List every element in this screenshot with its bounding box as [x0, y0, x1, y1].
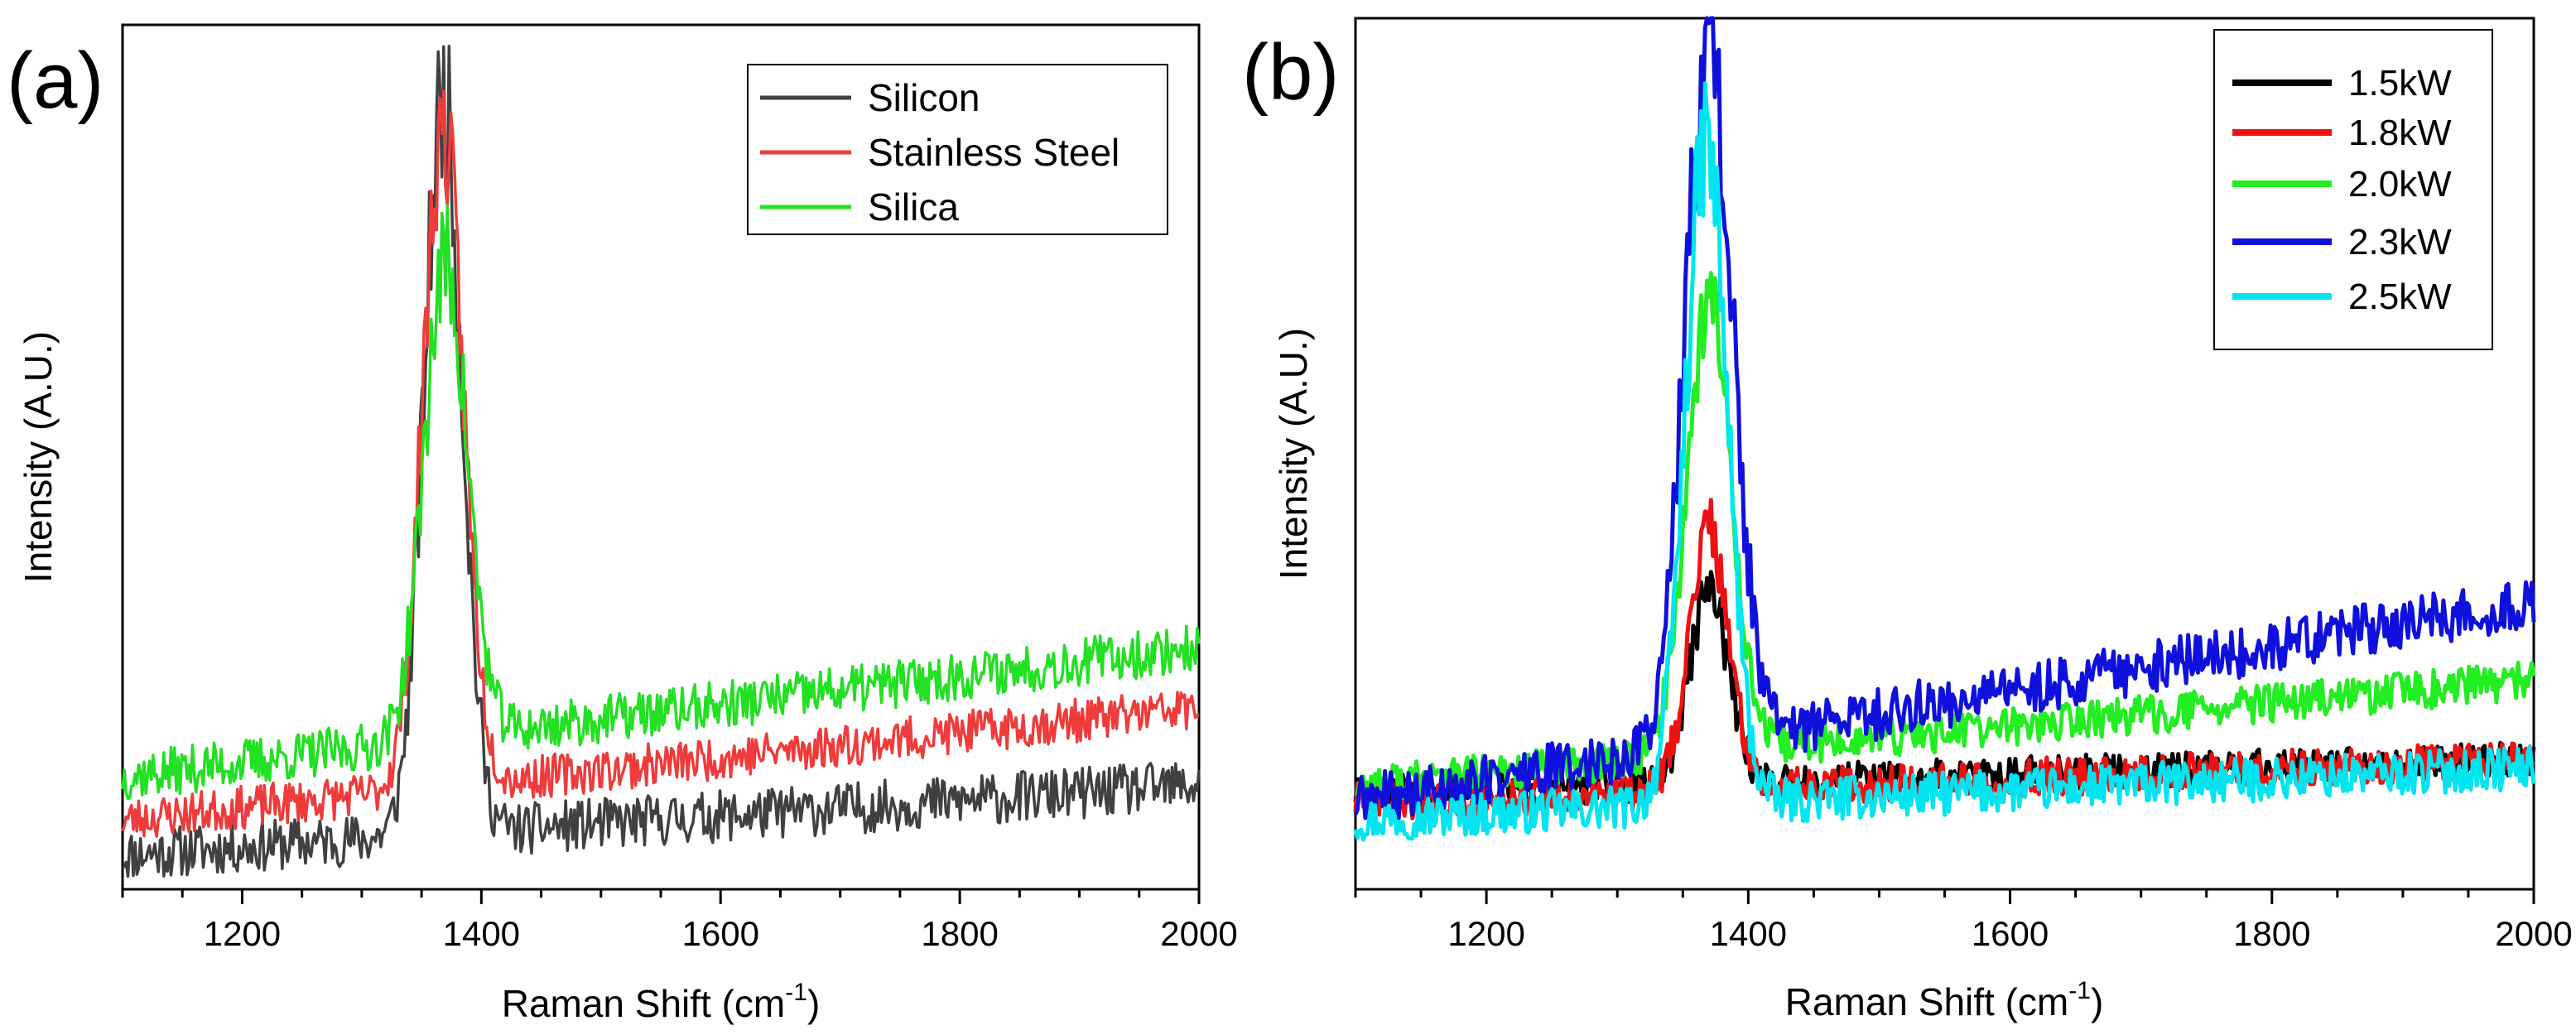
x-tick-label: 1400 [443, 914, 520, 953]
legend-label-silica: Silica [868, 185, 959, 229]
panel-a: (a) 1200 1400 1600 1800 2000 Intensity (A.U.… [7, 23, 1238, 1025]
series-line-stainless-steel [121, 89, 1200, 838]
panel-b-series-group [1353, 16, 2536, 842]
series-line-2-3kw [1353, 16, 2536, 822]
x-tick-label: 2000 [1160, 914, 1237, 953]
panel-b-ticks: 1200 1400 1600 1800 2000 [1354, 889, 2573, 953]
x-tick-label: 1400 [1710, 914, 1787, 953]
legend-label-2-0kw: 2.0kW [2348, 164, 2452, 205]
legend-label-2-3kw: 2.3kW [2348, 222, 2452, 262]
panel-b-xlabel: Raman Shift (cm-1) [1785, 977, 2104, 1023]
series-line-silicon [121, 44, 1201, 879]
legend-label-1-8kw: 1.8kW [2348, 113, 2452, 153]
panel-a-ticks: 1200 1400 1600 1800 2000 [121, 889, 1238, 953]
panel-a-series-group [121, 44, 1201, 879]
legend-label-1-5kw: 1.5kW [2348, 63, 2452, 104]
legend-label-stainless-steel: Stainless Steel [868, 131, 1119, 174]
x-tick-label: 1800 [2233, 914, 2310, 953]
x-tick-label: 2000 [2495, 914, 2572, 953]
panel-a-label: (a) [7, 36, 104, 125]
legend-label-silicon: Silicon [868, 76, 980, 119]
panel-b-label: (b) [1242, 28, 1339, 117]
x-tick-label: 1200 [204, 914, 281, 953]
panel-b-ylabel: Intensity (A.U.) [1272, 328, 1315, 580]
series-line-silica [121, 204, 1201, 801]
panel-a-xlabel: Raman Shift (cm-1) [502, 979, 821, 1025]
panel-a-legend: Silicon Stainless Steel Silica [747, 64, 1168, 235]
panel-b-legend: 1.5kW 1.8kW 2.0kW 2.3kW 2.5kW [2213, 29, 2493, 350]
legend-label-2-5kw: 2.5kW [2348, 277, 2452, 317]
x-tick-label: 1800 [921, 914, 998, 953]
x-tick-label: 1600 [1972, 914, 2049, 953]
x-tick-label: 1200 [1447, 914, 1524, 953]
panel-b: (b) 1200 1400 1600 1800 2000 Intensity (A.U.… [1242, 16, 2573, 1023]
panel-a-ylabel: Intensity (A.U.) [17, 331, 60, 583]
series-line-2-5kw [1353, 81, 2536, 842]
x-tick-label: 1600 [682, 914, 759, 953]
